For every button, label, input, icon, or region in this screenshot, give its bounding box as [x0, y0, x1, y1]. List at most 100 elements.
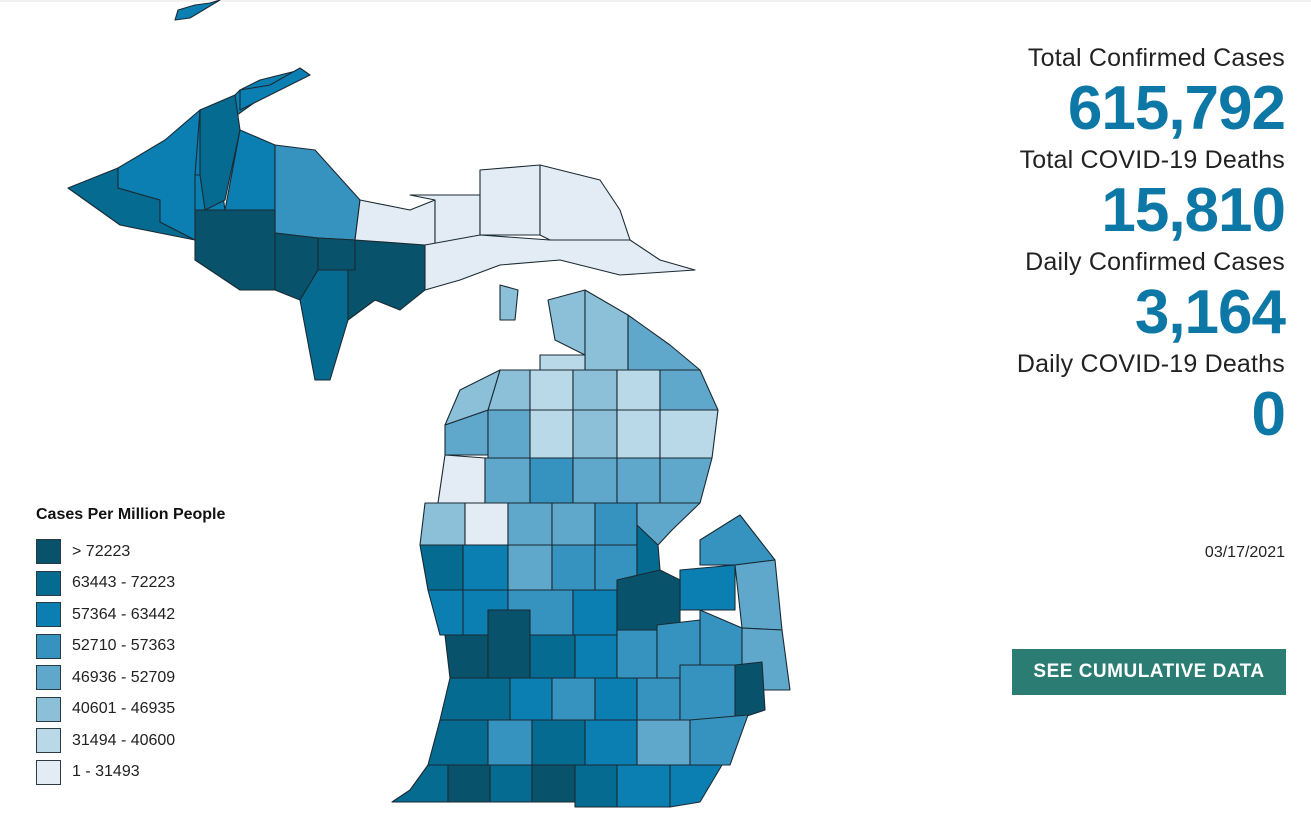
county[interactable] — [584, 289, 629, 371]
county[interactable] — [547, 289, 586, 356]
county[interactable] — [507, 502, 553, 546]
county[interactable] — [444, 369, 501, 426]
legend-item: 57364 - 63442 — [36, 599, 296, 631]
county[interactable] — [734, 559, 783, 631]
county[interactable] — [572, 409, 618, 459]
county[interactable] — [659, 369, 719, 411]
daily-deaths-label: Daily COVID-19 Deaths — [1016, 350, 1285, 378]
stats-panel: Total Confirmed Cases 615,792 Total COVI… — [1016, 42, 1286, 450]
county[interactable] — [354, 199, 436, 246]
see-cumulative-data-button[interactable]: SEE CUMULATIVE DATA — [1012, 649, 1286, 695]
county[interactable] — [574, 764, 618, 808]
county[interactable] — [479, 164, 541, 236]
legend-item: 1 - 31493 — [36, 757, 296, 789]
county[interactable] — [551, 677, 596, 721]
legend-swatch — [36, 665, 61, 691]
total-deaths-value: 15,810 — [1101, 176, 1286, 245]
county[interactable] — [531, 719, 586, 766]
county[interactable] — [274, 144, 361, 241]
county[interactable] — [659, 457, 713, 504]
county[interactable] — [669, 764, 723, 808]
county[interactable] — [679, 664, 736, 721]
legend-label: > 72223 — [72, 542, 131, 560]
county[interactable] — [487, 409, 531, 459]
legend-label: 40601 - 46935 — [72, 700, 176, 718]
county[interactable] — [699, 609, 743, 666]
legend-swatch — [36, 539, 61, 565]
county[interactable] — [529, 369, 574, 411]
legend-title: Cases Per Million People — [36, 506, 226, 523]
michigan-county-map — [67, 0, 791, 808]
county[interactable] — [539, 164, 631, 241]
legend-swatch — [36, 696, 61, 722]
county[interactable] — [551, 544, 596, 591]
county[interactable] — [509, 677, 553, 721]
county[interactable] — [424, 234, 696, 291]
county[interactable] — [487, 609, 531, 679]
county[interactable] — [194, 209, 276, 291]
county[interactable] — [699, 514, 776, 566]
upper-peninsula — [67, 0, 696, 381]
county[interactable] — [427, 589, 464, 636]
county[interactable] — [616, 764, 671, 808]
county[interactable] — [444, 634, 489, 679]
county[interactable] — [462, 544, 509, 591]
county[interactable] — [391, 764, 449, 803]
county[interactable] — [507, 544, 553, 591]
county[interactable] — [574, 634, 618, 679]
county[interactable] — [572, 589, 618, 636]
county[interactable] — [439, 677, 511, 721]
county[interactable] — [616, 369, 661, 411]
county[interactable] — [594, 502, 638, 546]
county[interactable] — [317, 237, 356, 271]
county[interactable] — [484, 457, 531, 504]
report-date: 03/17/2021 — [1204, 544, 1285, 561]
county[interactable] — [174, 0, 221, 21]
county[interactable] — [659, 409, 719, 459]
county[interactable] — [689, 714, 749, 766]
county[interactable] — [572, 457, 618, 504]
county[interactable] — [447, 764, 491, 803]
county[interactable] — [616, 569, 681, 631]
county[interactable] — [347, 239, 426, 321]
legend-item: 52710 - 57363 — [36, 631, 296, 663]
legend-item: 63443 - 72223 — [36, 568, 296, 600]
county[interactable] — [199, 94, 241, 211]
county[interactable] — [627, 314, 701, 371]
county[interactable] — [616, 457, 661, 504]
top-divider — [0, 0, 1311, 2]
county[interactable] — [529, 457, 574, 504]
county[interactable] — [616, 629, 658, 679]
total-deaths-label: Total COVID-19 Deaths — [1019, 146, 1285, 174]
county[interactable] — [529, 409, 574, 459]
total-cases-label: Total Confirmed Cases — [1027, 44, 1285, 72]
county[interactable] — [419, 544, 464, 591]
legend-label: 1 - 31493 — [72, 763, 140, 781]
legend-label: 63443 - 72223 — [72, 574, 176, 592]
county[interactable] — [531, 764, 576, 803]
county[interactable] — [734, 661, 766, 721]
legend-item: 46936 - 52709 — [36, 662, 296, 694]
county[interactable] — [679, 564, 736, 611]
county[interactable] — [427, 719, 489, 766]
legend-label: 52710 - 57363 — [72, 637, 176, 655]
county[interactable] — [487, 719, 533, 766]
county[interactable] — [616, 409, 661, 459]
county[interactable] — [594, 677, 638, 721]
county[interactable] — [529, 634, 576, 679]
county[interactable] — [499, 284, 519, 321]
county[interactable] — [551, 502, 596, 546]
legend-swatch — [36, 633, 61, 659]
county[interactable] — [636, 719, 691, 766]
county[interactable] — [572, 369, 618, 411]
legend: Cases Per Million People > 72223 63443 -… — [36, 506, 296, 788]
county[interactable] — [636, 677, 681, 721]
legend-swatch — [36, 570, 61, 596]
county[interactable] — [419, 502, 466, 546]
county[interactable] — [584, 719, 638, 766]
county[interactable] — [239, 67, 311, 111]
county[interactable] — [437, 454, 486, 504]
daily-cases-value: 3,164 — [1134, 278, 1286, 347]
county[interactable] — [464, 502, 509, 546]
county[interactable] — [489, 764, 533, 803]
